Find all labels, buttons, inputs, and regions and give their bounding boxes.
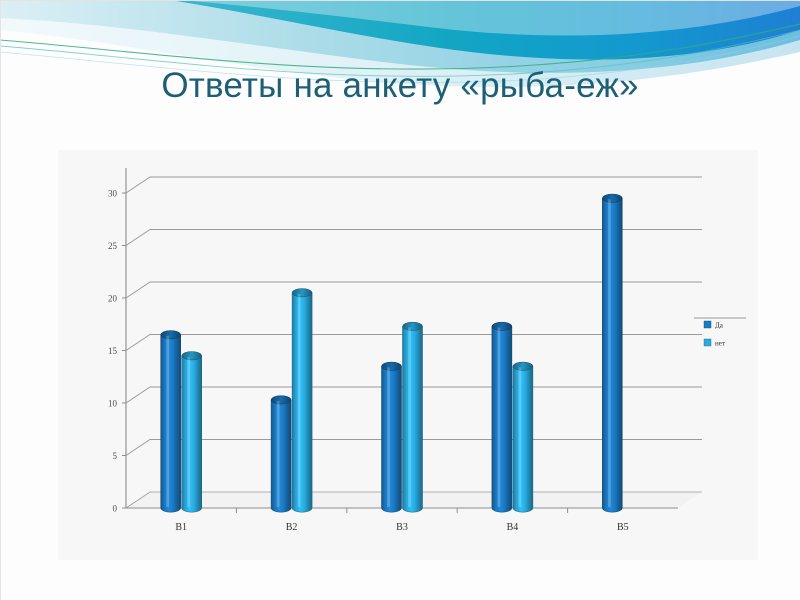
- bar-chart: 0 5 10 15 20 25 30 В1 В2 В3 В4 В5 Да нет: [58, 150, 758, 560]
- y-axis-label: 10: [108, 399, 118, 409]
- bar-В2-Да: [270, 395, 292, 513]
- legend-label: Да: [715, 322, 724, 330]
- y-axis-label: 25: [108, 241, 118, 251]
- bar-В3-Да: [381, 361, 402, 513]
- x-axis-category-label: В3: [396, 522, 408, 533]
- bar-В1-Да: [160, 330, 181, 513]
- x-axis-category-label: В4: [507, 522, 519, 533]
- chart-canvas: 0 5 10 15 20 25 30 В1 В2 В3 В4 В5 Да нет: [108, 168, 746, 533]
- y-axis-label: 30: [108, 189, 118, 199]
- gridline: [125, 281, 702, 299]
- legend-label: нет: [715, 340, 725, 348]
- legend-swatch: [703, 338, 712, 347]
- x-axis-category-label: В5: [617, 522, 629, 533]
- legend-swatch: [703, 320, 712, 329]
- wave-swoosh-icon: [0, 0, 800, 120]
- y-axis-label: 15: [108, 346, 118, 356]
- page-title: Ответы на анкету «рыба-еж»: [161, 66, 639, 105]
- bar-В2-нет: [291, 288, 313, 513]
- bar-В3-нет: [402, 321, 423, 513]
- x-axis-category-label: В1: [175, 522, 187, 533]
- y-axis-label: 0: [113, 504, 118, 514]
- gridline: [125, 334, 702, 351]
- bar-В4-нет: [512, 361, 534, 513]
- legend-item-Да[interactable]: Да: [703, 320, 724, 330]
- x-axis-category-label: В2: [286, 522, 298, 533]
- bar-В5-Да: [602, 193, 623, 513]
- gridline: [125, 229, 702, 246]
- bar-В1-нет: [181, 351, 202, 513]
- legend-item-нет[interactable]: нет: [703, 338, 725, 348]
- y-axis-label: 5: [113, 451, 118, 461]
- bar-В4-Да: [491, 321, 513, 513]
- y-axis-label: 20: [108, 294, 118, 304]
- gridline: [125, 176, 702, 194]
